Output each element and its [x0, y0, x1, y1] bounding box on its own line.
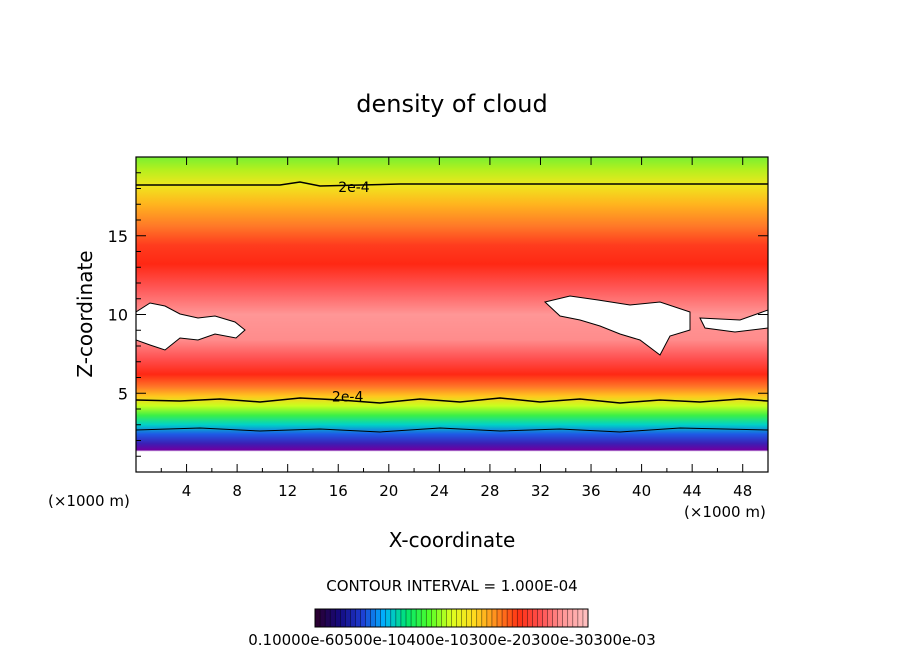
- x-tick-label: 4: [182, 482, 192, 500]
- colorbar-cell: [400, 609, 407, 627]
- contour-base: [136, 427, 768, 433]
- colorbar-cell: [315, 609, 321, 627]
- x-tick-label: 24: [430, 482, 449, 500]
- colorbar-cell: [577, 609, 584, 627]
- plot-area: 2e-4 2e-4: [136, 157, 768, 472]
- colorbar-cell: [350, 609, 356, 627]
- colorbar-cell: [340, 609, 346, 627]
- colorbar-cell: [451, 609, 458, 627]
- x-tick-label: 40: [632, 482, 651, 500]
- colorbar-cell: [537, 609, 543, 627]
- x-tick-label: 12: [278, 482, 297, 500]
- colorbar-cell: [365, 609, 372, 627]
- colorbar-cell: [532, 609, 538, 627]
- colorbar-cell: [360, 609, 367, 627]
- colorbar-frame: [314, 608, 589, 628]
- x-tick-label: 48: [733, 482, 752, 500]
- colorbar-cell: [456, 609, 463, 627]
- colorbar-cell: [512, 609, 518, 627]
- y-tick-label: 5: [118, 384, 128, 403]
- colorbar-cell: [497, 609, 503, 627]
- colorbar-cell: [466, 609, 473, 627]
- colorbar-cell: [416, 609, 422, 627]
- y-tick-label: 15: [108, 227, 128, 246]
- y-tick-label: 10: [108, 306, 128, 325]
- colorbar-cell: [491, 609, 498, 627]
- x-axis-label: X-coordinate: [389, 528, 516, 552]
- y-axis-label: Z-coordinate: [73, 250, 97, 377]
- colorbar-cell: [335, 609, 341, 627]
- colorbar-cell: [380, 609, 387, 627]
- colorbar-cell: [390, 609, 397, 627]
- colorbar-cell: [325, 609, 331, 627]
- chart-title: density of cloud: [356, 90, 547, 118]
- colorbar-cell: [502, 609, 508, 627]
- x-unit-left: (×1000 m): [48, 492, 130, 510]
- colorbar-cell: [486, 609, 493, 627]
- colorbar-cell: [395, 609, 402, 627]
- colorbar-cell: [527, 609, 533, 627]
- colorbar-cell: [471, 609, 478, 627]
- colorbar-cell: [446, 609, 452, 627]
- colorbar-cell: [345, 609, 351, 627]
- colorbar-cell: [547, 609, 554, 627]
- colorbar-cell: [517, 609, 523, 627]
- colorbar-cell: [385, 609, 392, 627]
- colorbar-cell: [441, 609, 447, 627]
- contour-interval-text: CONTOUR INTERVAL = 1.000E-04: [326, 577, 577, 595]
- colorbar-cell: [522, 609, 528, 627]
- colorbar-cell: [411, 609, 417, 627]
- colorbar-cell: [436, 609, 442, 627]
- colorbar-cell: [572, 609, 579, 627]
- colorbar-cell: [375, 609, 382, 627]
- colorbar-cell: [552, 609, 559, 627]
- contour-lower: [136, 397, 768, 404]
- colorbar-cell: [481, 609, 488, 627]
- contour-label: 2e-4: [332, 389, 364, 405]
- contour-upper: [136, 181, 768, 187]
- x-tick-label: 44: [683, 482, 702, 500]
- colorbar-cell: [320, 609, 326, 627]
- cloud-gap-left: [136, 302, 246, 351]
- colorbar-cell: [562, 609, 569, 627]
- x-tick-label: 20: [379, 482, 398, 500]
- x-unit-right: (×1000 m): [684, 503, 766, 521]
- colorbar-cell: [431, 609, 437, 627]
- x-tick-label: 16: [329, 482, 348, 500]
- y-ticks: 5 10 15: [108, 172, 768, 457]
- colorbar: [314, 609, 589, 627]
- colorbar-cell: [370, 609, 377, 627]
- contour-labels-group: 2e-4 2e-4: [332, 180, 370, 405]
- colorbar-cell: [557, 609, 564, 627]
- contour-label: 2e-4: [338, 180, 370, 196]
- colorbar-cell: [421, 609, 427, 627]
- cloud-gap-right: [543, 295, 691, 356]
- x-tick-label: 8: [232, 482, 242, 500]
- x-tick-label: 36: [581, 482, 600, 500]
- colorbar-cell: [567, 609, 574, 627]
- x-tick-label: 32: [531, 482, 550, 500]
- x-tick-label: 28: [480, 482, 499, 500]
- colorbar-cell: [582, 609, 589, 627]
- cloud-gap-edge: [699, 309, 768, 333]
- colorbar-cell: [330, 609, 336, 627]
- colorbar-cell: [507, 609, 513, 627]
- colorbar-cell: [476, 609, 483, 627]
- colorbar-cell: [426, 609, 432, 627]
- colorbar-cell: [355, 609, 361, 627]
- x-ticks: 4 8 12 16 20 24 28 32 36 40 44 48: [160, 157, 752, 500]
- colorbar-labels: 0.10000e-60500e-10400e-10300e-20300e-303…: [248, 631, 656, 649]
- colorbar-cell: [406, 609, 412, 627]
- colorbar-cell: [542, 609, 549, 627]
- colorbar-cell: [461, 609, 468, 627]
- cloud-gap-regions: [136, 295, 768, 356]
